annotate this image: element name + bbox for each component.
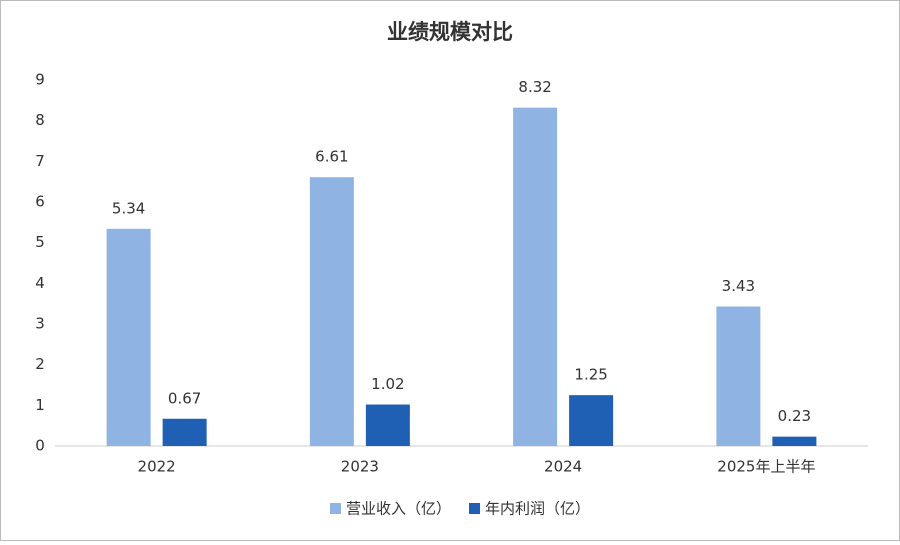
bar — [365, 404, 410, 446]
chart-title: 业绩规模对比 — [387, 20, 513, 44]
value-label: 6.61 — [315, 148, 348, 166]
legend-label: 年内利润（亿） — [485, 500, 590, 518]
x-tick-label: 2025年上半年 — [717, 458, 815, 476]
bar — [772, 436, 817, 446]
y-tick-label: 1 — [35, 396, 45, 414]
value-label: 1.25 — [574, 366, 607, 384]
y-tick-label: 6 — [35, 193, 45, 211]
legend-swatch — [469, 503, 481, 514]
value-label: 0.67 — [168, 389, 201, 407]
x-tick-label: 2023 — [341, 458, 379, 476]
bar — [309, 177, 354, 446]
bar — [569, 395, 614, 446]
y-tick-label: 9 — [35, 71, 45, 89]
legend-label: 营业收入（亿） — [346, 500, 451, 518]
y-tick-label: 2 — [35, 355, 45, 373]
legend-swatch — [330, 503, 341, 514]
y-tick-label: 3 — [35, 315, 45, 333]
x-tick-label: 2022 — [138, 458, 176, 476]
y-tick-label: 7 — [35, 152, 45, 170]
value-label: 3.43 — [722, 277, 755, 295]
x-tick-label: 2024 — [544, 458, 582, 476]
bar — [513, 107, 558, 447]
value-label: 1.02 — [371, 375, 404, 393]
y-tick-label: 8 — [35, 111, 45, 129]
bar — [106, 228, 151, 446]
bar — [716, 306, 761, 446]
bar — [162, 418, 207, 446]
y-tick-label: 4 — [35, 274, 45, 292]
value-label: 8.32 — [518, 78, 551, 96]
value-label: 0.23 — [778, 407, 811, 425]
value-label: 5.34 — [112, 199, 145, 217]
y-tick-label: 0 — [35, 437, 45, 455]
y-tick-label: 5 — [35, 233, 45, 251]
